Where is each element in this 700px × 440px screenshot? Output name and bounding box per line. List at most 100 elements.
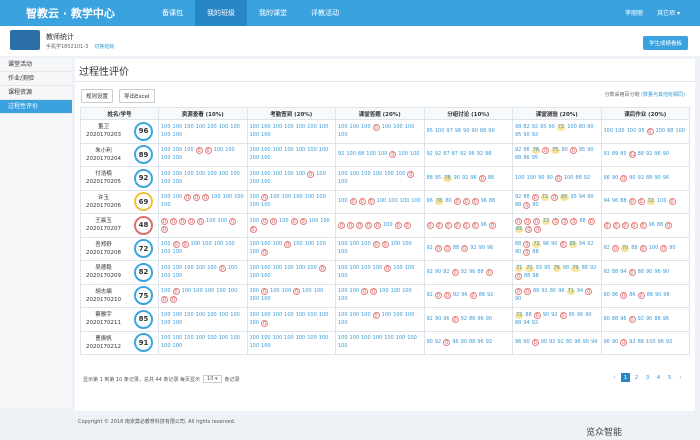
score: 100: [161, 170, 171, 177]
score-cell: 100 0 0 100 0 0 100 100 0: [246, 213, 336, 238]
copyright: Copyright © 2018 南京莫必教育科技有限公司. All right…: [78, 419, 236, 425]
score: 94: [591, 339, 598, 346]
score: 92: [426, 292, 433, 299]
score: 100: [318, 123, 329, 130]
switch-class[interactable]: 切换班级: [94, 44, 115, 50]
score: 0: [367, 198, 375, 206]
sidebar-item[interactable]: 过程性评价: [0, 100, 72, 114]
score: 100: [161, 311, 171, 318]
note-link[interactable]: (数量与其他班相同): [641, 92, 685, 98]
score: 100: [207, 123, 217, 130]
score: 100: [402, 288, 412, 295]
course-info: 手机学1802101-3 切换班级: [46, 43, 114, 50]
score: 100: [284, 335, 294, 342]
score: 0: [381, 241, 389, 249]
score: 65: [568, 241, 577, 249]
score: 78: [434, 198, 444, 206]
score: 100: [304, 241, 315, 248]
score: 0: [639, 245, 647, 253]
score-list: 100 100 100 100 100 100 100 100 100: [161, 171, 245, 186]
score: 100: [272, 335, 283, 342]
page-size-value[interactable]: 10: [207, 376, 214, 382]
score-cell: 100 0 0 0 100 100 100 100: [335, 189, 425, 214]
page-number[interactable]: 1: [621, 373, 630, 382]
score: 90: [585, 311, 592, 318]
page-next[interactable]: ›: [679, 374, 682, 381]
nav-item[interactable]: 评教活动: [311, 9, 339, 17]
nav-item[interactable]: 我的课堂: [259, 9, 287, 17]
score: 100: [626, 127, 637, 134]
sidebar: 课堂活动 作业/测验 课程资源 过程性评价: [0, 58, 72, 408]
nav-item[interactable]: 我的班级: [195, 0, 247, 26]
toolbar-button[interactable]: 导出Excel: [119, 89, 155, 103]
score: 90: [551, 241, 558, 248]
score: 100: [349, 288, 360, 295]
score: 88: [515, 155, 522, 162]
score: 100: [338, 343, 348, 350]
score: 90: [655, 292, 662, 299]
sidebar-item[interactable]: 课程资源: [0, 86, 72, 100]
score: 100: [184, 335, 194, 342]
score: 0: [533, 311, 541, 319]
student-cell: 曹振帆 2020170212 91: [80, 330, 159, 355]
user-name[interactable]: 李丽丽: [625, 10, 644, 17]
score: 100: [261, 335, 271, 342]
score-cell: 0 0 0 0 0 100 100 0 0: [158, 213, 248, 238]
score: 100: [349, 241, 360, 248]
score: 100: [184, 264, 194, 271]
score: 100: [372, 170, 383, 177]
menu-label[interactable]: 其它项: [657, 10, 676, 17]
score: 0: [444, 221, 452, 229]
page-number[interactable]: 4: [656, 374, 661, 381]
student-info: 付浩楠 2020170205 92: [83, 168, 156, 188]
page-number[interactable]: 3: [645, 374, 650, 381]
score: 78: [531, 147, 541, 155]
score: 0: [443, 339, 451, 347]
page-number[interactable]: 2: [634, 374, 639, 381]
student-row: 董卫 2020170203 96 100 100 100 100 100 100 100 100 10…: [80, 119, 690, 144]
score: 100: [161, 123, 171, 130]
score: 88: [654, 315, 661, 322]
score: 0: [453, 221, 461, 229]
score: 100: [202, 241, 212, 248]
score: 100: [225, 241, 235, 248]
score: 72: [542, 217, 551, 225]
score-cell: 100 100 100 100 100 100 100 100: [335, 330, 425, 355]
score: 0: [394, 221, 402, 229]
score: 92: [603, 268, 610, 275]
page-size[interactable]: 10 ▾: [203, 375, 222, 383]
toolbar-button[interactable]: 规则设置: [81, 89, 114, 103]
score: 100: [261, 131, 271, 138]
score: 0: [637, 198, 645, 206]
score: 92: [338, 151, 345, 158]
score: 88: [579, 217, 586, 224]
page-prev[interactable]: ‹: [613, 374, 616, 381]
dashboard-button[interactable]: 学生成绩看板: [642, 36, 688, 50]
score-cell: 96 90 0 92 88 100 96 92: [600, 330, 690, 355]
menu[interactable]: 其它项 ▾: [657, 10, 680, 17]
score: 88: [637, 268, 644, 275]
column-header: 课后作业 (20%): [600, 107, 690, 120]
score: 100: [338, 264, 348, 271]
score: 90: [471, 127, 478, 134]
score: 90: [523, 339, 530, 346]
student-name: 付浩楠: [95, 171, 112, 178]
score: 100: [161, 178, 171, 185]
page-number[interactable]: 5: [667, 374, 672, 381]
score: 96: [654, 268, 661, 275]
logo[interactable]: 智教云 · 教学中心: [26, 7, 115, 20]
score: 100: [249, 335, 260, 342]
score: 100: [184, 147, 194, 154]
student-id: 2020170206: [86, 202, 121, 209]
total-score: 75: [134, 286, 153, 306]
student-name-id: 蔡雅宇 2020170211: [86, 311, 121, 327]
score: 88: [485, 151, 492, 158]
nav-item[interactable]: 备课包: [162, 9, 183, 17]
score: 0: [403, 221, 411, 229]
score: 90: [523, 131, 530, 138]
sidebar-item[interactable]: 课堂活动: [0, 58, 72, 72]
sidebar-item[interactable]: 作业/测验: [0, 72, 72, 86]
score: 0: [184, 194, 192, 202]
score: 80: [549, 288, 557, 295]
student-info: 董卫 2020170203 96: [83, 121, 156, 141]
